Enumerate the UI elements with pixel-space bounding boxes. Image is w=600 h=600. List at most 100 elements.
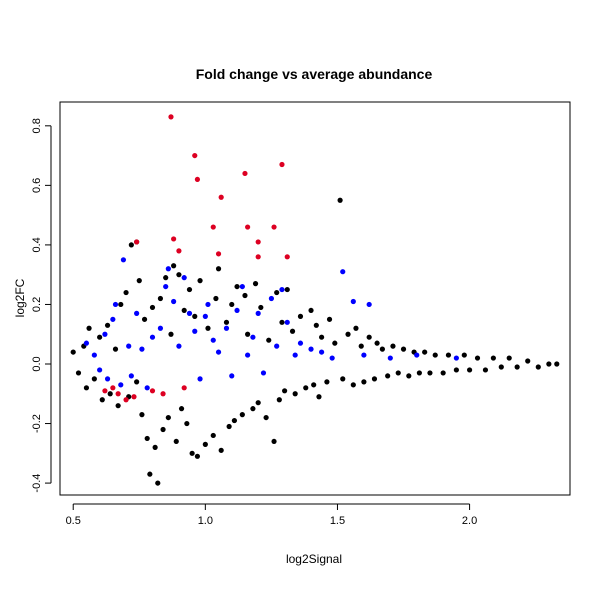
x-axis-ticks: 0.5 1.0 1.5 2.0 [66, 504, 477, 527]
data-point [205, 301, 211, 308]
y-tick-label: 0.6 [31, 178, 43, 193]
data-point [197, 278, 203, 284]
data-point [350, 298, 356, 305]
data-point [546, 361, 552, 367]
data-point [147, 471, 153, 477]
data-point [345, 331, 351, 337]
data-point [186, 310, 193, 316]
data-point [234, 307, 240, 314]
data-point [157, 295, 164, 302]
data-point [120, 257, 127, 263]
data-point [385, 373, 391, 379]
data-point [194, 176, 201, 183]
data-point [266, 337, 272, 343]
data-point [366, 334, 372, 340]
data-point [326, 316, 333, 322]
data-point [297, 313, 304, 319]
data-point [350, 382, 356, 388]
data-point [168, 331, 174, 337]
data-points [70, 114, 560, 486]
data-point [554, 361, 560, 367]
data-point [279, 286, 285, 293]
data-point [514, 364, 520, 370]
data-point [91, 376, 97, 382]
data-point [171, 298, 177, 305]
data-point [371, 376, 378, 382]
data-point [176, 343, 182, 349]
data-point [215, 349, 222, 355]
data-point [329, 355, 335, 361]
data-point [250, 406, 256, 412]
data-point [171, 263, 177, 269]
chart-title: Fold change vs average abundance [196, 66, 433, 82]
data-point [218, 194, 224, 200]
data-point [70, 349, 76, 355]
data-point [210, 224, 216, 230]
data-point [75, 370, 82, 376]
data-point [258, 304, 264, 311]
data-point [186, 286, 193, 293]
data-point [432, 352, 438, 358]
data-point [440, 370, 446, 376]
data-point [123, 289, 129, 296]
data-point [205, 325, 211, 331]
data-point [366, 301, 372, 308]
data-point [107, 391, 113, 397]
data-point [128, 242, 134, 248]
data-point [229, 301, 235, 308]
data-point [213, 295, 219, 302]
data-point [134, 310, 140, 316]
data-point [97, 367, 103, 373]
data-point [506, 355, 512, 361]
data-point [173, 438, 179, 445]
data-point [128, 373, 134, 379]
data-point [152, 444, 158, 450]
data-point [118, 301, 124, 308]
data-point [229, 373, 235, 379]
data-point [139, 346, 145, 352]
data-point [414, 352, 420, 358]
data-point [292, 391, 298, 397]
data-point [181, 385, 187, 391]
data-point [144, 385, 150, 391]
data-point [297, 340, 304, 346]
data-point [210, 337, 216, 343]
data-point [271, 224, 277, 230]
data-point [160, 426, 166, 433]
data-point [171, 236, 177, 242]
data-point [202, 441, 208, 447]
data-point [155, 480, 161, 486]
data-point [358, 343, 364, 349]
data-point [131, 394, 137, 400]
data-point [144, 435, 150, 442]
data-point [525, 358, 531, 364]
data-point [141, 316, 148, 322]
data-point [416, 370, 422, 376]
data-point [115, 403, 121, 409]
data-point [245, 352, 251, 358]
data-point [134, 239, 140, 245]
x-tick-label: 1.0 [198, 515, 213, 527]
x-tick-label: 0.5 [66, 515, 81, 527]
y-axis-label: log2FC [13, 278, 27, 317]
data-point [112, 346, 119, 352]
data-point [461, 352, 467, 358]
data-point [268, 295, 274, 302]
data-point [242, 292, 248, 299]
data-point [361, 352, 367, 358]
y-tick-label: 0.8 [31, 118, 43, 133]
data-point [223, 325, 230, 331]
data-point [374, 340, 380, 346]
data-point [126, 343, 132, 349]
data-point [353, 325, 359, 331]
data-point [157, 325, 164, 331]
data-point [284, 319, 290, 325]
data-point [453, 367, 459, 373]
data-point [400, 346, 407, 352]
data-point [218, 447, 224, 453]
data-point [422, 349, 428, 355]
data-point [474, 355, 481, 361]
data-point [319, 349, 325, 355]
x-axis-label: log2Signal [286, 552, 342, 566]
